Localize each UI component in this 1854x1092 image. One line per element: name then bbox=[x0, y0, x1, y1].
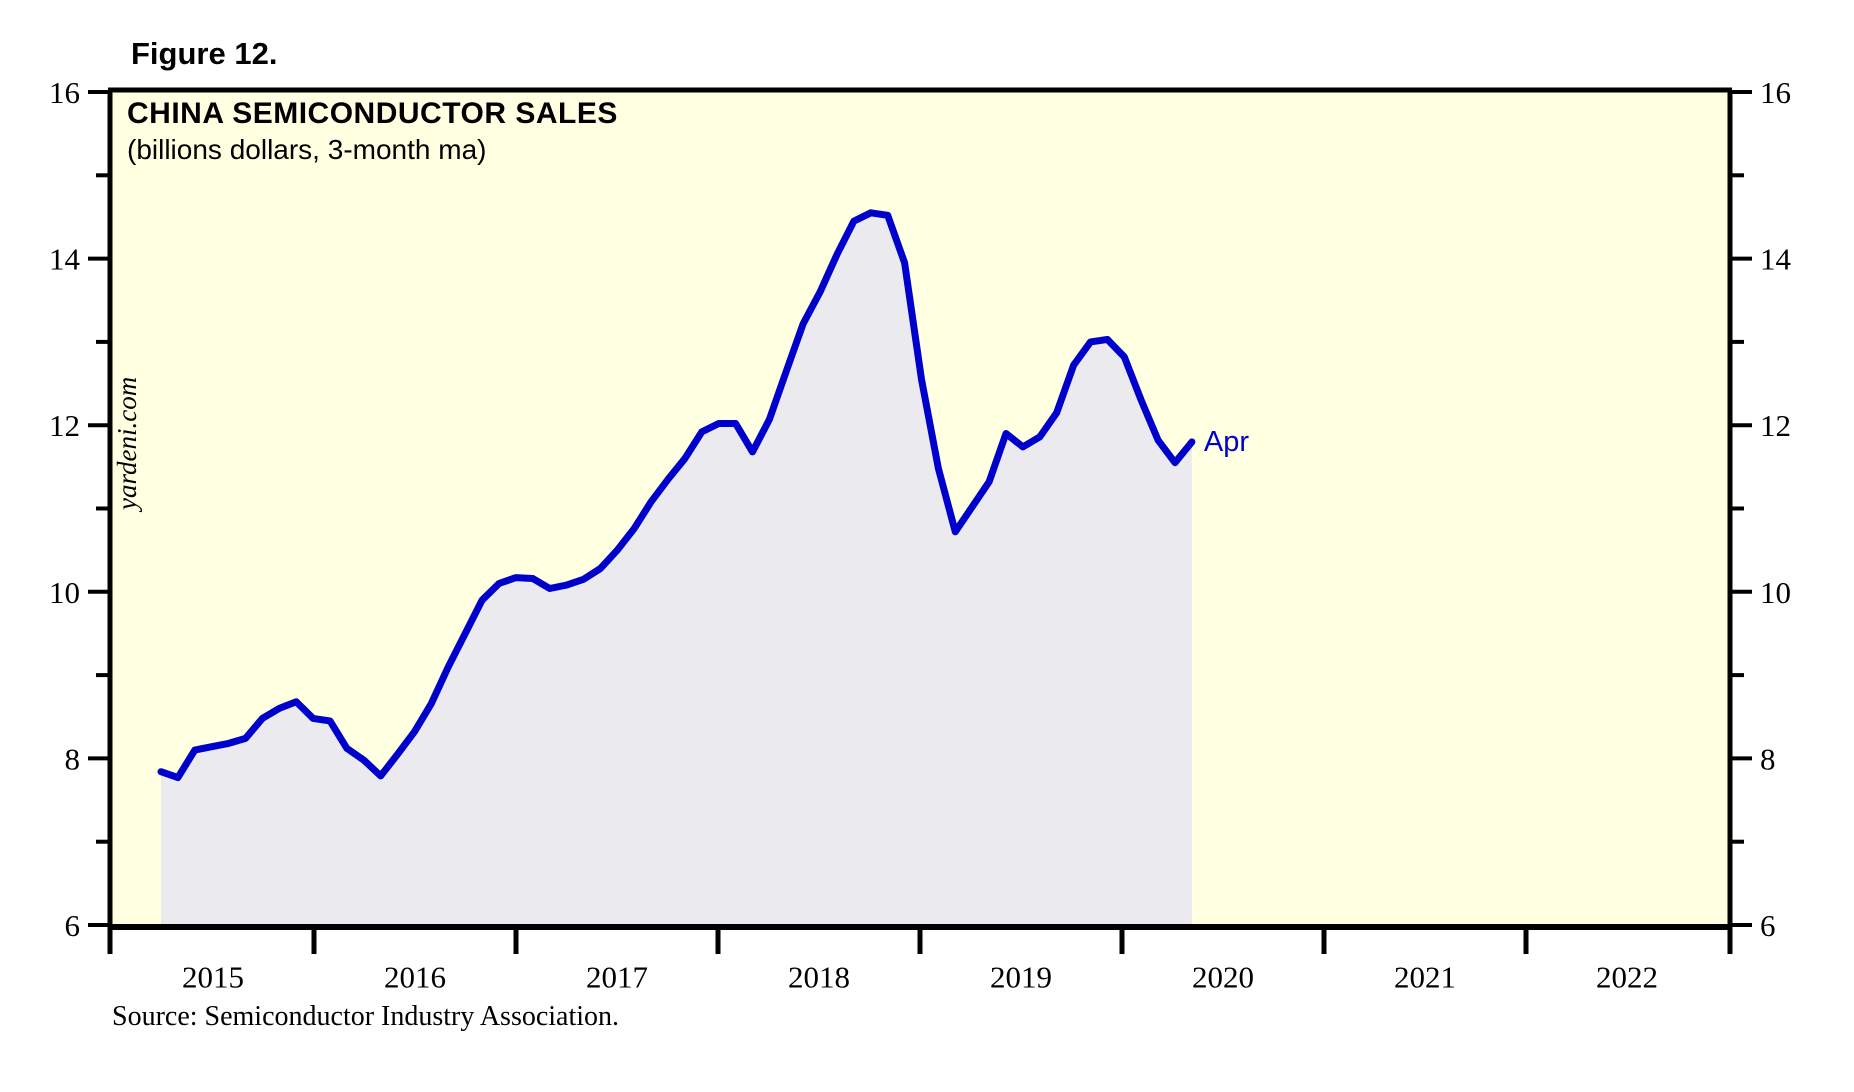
y-tick-label-left: 8 bbox=[65, 741, 81, 776]
y-tick-label-left: 10 bbox=[49, 575, 80, 610]
y-tick-label-right: 10 bbox=[1760, 575, 1791, 610]
x-year-label: 2020 bbox=[1192, 959, 1254, 994]
y-tick-label-right: 12 bbox=[1760, 408, 1791, 443]
y-tick-label-left: 14 bbox=[49, 242, 81, 277]
x-year-label: 2021 bbox=[1394, 959, 1456, 994]
figure-label: Figure 12. bbox=[131, 36, 278, 71]
x-year-label: 2017 bbox=[586, 959, 648, 994]
y-tick-label-right: 6 bbox=[1760, 908, 1776, 943]
x-year-label: 2016 bbox=[384, 959, 446, 994]
area-fill bbox=[161, 212, 1192, 926]
y-tick-label-right: 16 bbox=[1760, 75, 1791, 110]
chart-title: CHINA SEMICONDUCTOR SALES bbox=[127, 97, 618, 130]
chart-subtitle: (billions dollars, 3-month ma) bbox=[127, 134, 487, 165]
y-tick-label-right: 8 bbox=[1760, 741, 1776, 776]
y-tick-label-left: 6 bbox=[65, 908, 81, 943]
y-tick-label-left: 12 bbox=[49, 408, 80, 443]
x-year-label: 2019 bbox=[990, 959, 1052, 994]
x-year-label: 2022 bbox=[1596, 959, 1658, 994]
x-year-label: 2015 bbox=[182, 959, 244, 994]
yardeni-watermark: yardeni.com bbox=[112, 376, 142, 510]
source-note: Source: Semiconductor Industry Associati… bbox=[112, 1001, 620, 1032]
last-point-annotation: Apr bbox=[1203, 425, 1250, 458]
y-tick-label-right: 14 bbox=[1760, 242, 1792, 277]
x-year-label: 2018 bbox=[788, 959, 850, 994]
y-tick-label-left: 16 bbox=[49, 75, 80, 110]
sales-line bbox=[157, 209, 1196, 782]
